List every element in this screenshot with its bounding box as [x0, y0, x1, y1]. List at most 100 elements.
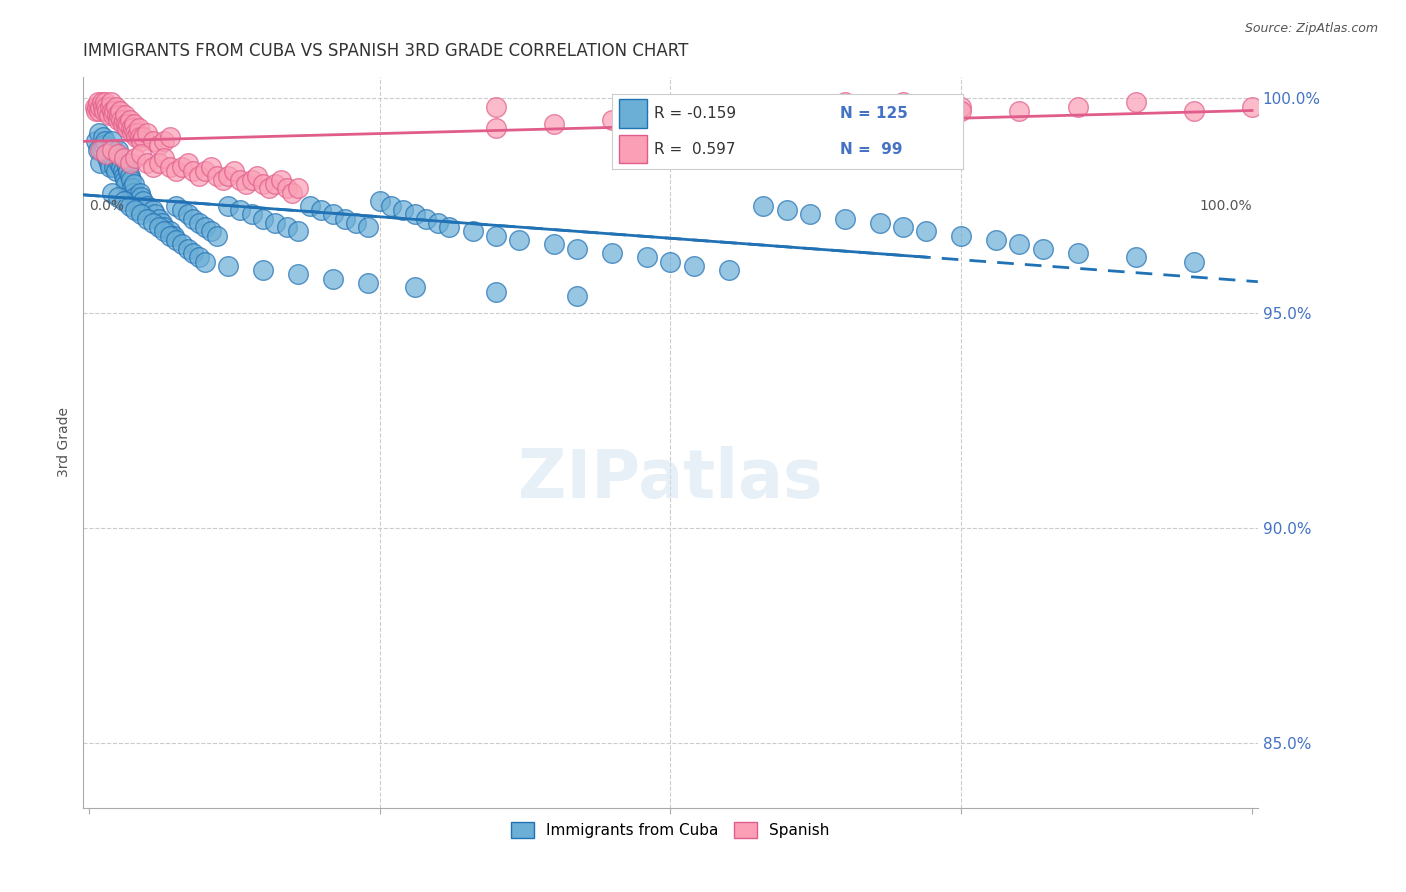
Text: R =  0.597: R = 0.597 [654, 142, 735, 156]
Point [543, 117, 565, 131]
Point [311, 202, 333, 217]
Point [117, 164, 139, 178]
Point [101, 134, 124, 148]
Point [101, 186, 124, 200]
Point [120, 121, 142, 136]
Point [344, 216, 367, 230]
Point [112, 169, 135, 183]
Point [183, 211, 205, 226]
Point [415, 211, 437, 226]
Y-axis label: 3rd Grade: 3rd Grade [58, 407, 72, 477]
Point [115, 121, 138, 136]
Point [165, 199, 187, 213]
Point [132, 194, 155, 209]
Point [333, 211, 356, 226]
Point [950, 103, 973, 118]
Point [153, 151, 176, 165]
Point [112, 194, 135, 209]
Point [176, 155, 198, 169]
Point [543, 237, 565, 252]
Point [129, 207, 152, 221]
Point [717, 263, 740, 277]
Point [1125, 250, 1147, 264]
Point [159, 228, 181, 243]
Point [91, 129, 114, 144]
Point [264, 216, 287, 230]
Point [103, 160, 125, 174]
Point [380, 199, 402, 213]
Point [96, 151, 118, 165]
Point [252, 177, 274, 191]
Point [281, 186, 304, 200]
Point [153, 224, 176, 238]
Point [461, 224, 484, 238]
Point [150, 216, 173, 230]
Point [136, 199, 159, 213]
Point [600, 246, 623, 260]
Point [96, 100, 118, 114]
Point [392, 202, 415, 217]
Point [148, 155, 170, 169]
Point [205, 228, 228, 243]
Point [101, 143, 124, 157]
Point [368, 194, 391, 209]
Point [357, 220, 380, 235]
Point [1066, 246, 1088, 260]
Point [122, 186, 145, 200]
Point [217, 259, 239, 273]
Point [101, 103, 124, 118]
Point [120, 173, 142, 187]
Point [127, 199, 149, 213]
Point [128, 202, 150, 217]
Point [127, 126, 149, 140]
Point [89, 126, 111, 140]
Point [83, 100, 105, 114]
Point [112, 151, 135, 165]
Legend: Immigrants from Cuba, Spanish: Immigrants from Cuba, Spanish [505, 816, 835, 844]
Point [165, 233, 187, 247]
Point [298, 199, 321, 213]
Point [136, 155, 159, 169]
Point [128, 121, 150, 136]
Point [776, 202, 799, 217]
Point [170, 202, 193, 217]
Point [153, 134, 176, 148]
Point [105, 108, 128, 122]
Point [117, 117, 139, 131]
Point [485, 100, 508, 114]
Point [224, 164, 246, 178]
Point [142, 202, 165, 217]
Point [87, 143, 110, 157]
Point [124, 190, 146, 204]
Point [108, 103, 131, 118]
Text: R = -0.159: R = -0.159 [654, 106, 735, 121]
Point [97, 155, 120, 169]
Point [717, 103, 740, 118]
Point [89, 143, 111, 157]
Point [103, 151, 125, 165]
Point [194, 220, 217, 235]
Point [148, 138, 170, 153]
Point [107, 112, 129, 127]
Point [124, 151, 146, 165]
Point [110, 112, 132, 127]
Point [89, 155, 111, 169]
Point [217, 169, 239, 183]
Point [211, 173, 233, 187]
Point [200, 160, 222, 174]
Point [104, 164, 127, 178]
Point [276, 220, 298, 235]
Point [869, 216, 891, 230]
Point [136, 126, 159, 140]
Point [194, 254, 217, 268]
Text: Source: ZipAtlas.com: Source: ZipAtlas.com [1244, 22, 1378, 36]
Point [636, 250, 658, 264]
Point [426, 216, 449, 230]
Point [90, 95, 112, 110]
Text: N =  99: N = 99 [841, 142, 903, 156]
Point [1182, 103, 1205, 118]
Point [115, 177, 138, 191]
Point [129, 186, 152, 200]
Point [240, 173, 263, 187]
Point [891, 95, 914, 110]
